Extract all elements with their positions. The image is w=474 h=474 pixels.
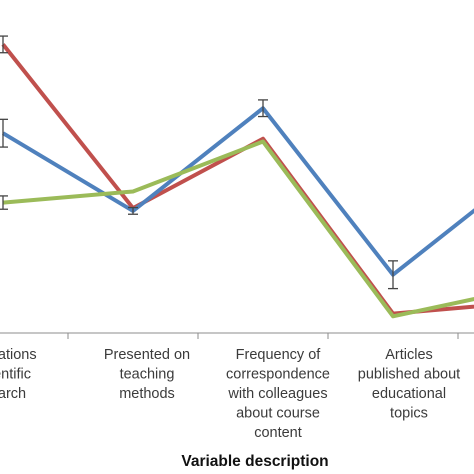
x-axis-title: Variable description — [181, 453, 328, 470]
x-tick-label: Frequency of correspondence with colleague… — [226, 347, 330, 441]
x-tick-label: Articles published about educational topics — [358, 347, 460, 422]
series-layer — [0, 35, 474, 319]
error-bar — [0, 35, 8, 54]
series-1 — [0, 99, 474, 290]
series-line — [1, 43, 474, 316]
series-2 — [0, 139, 474, 319]
x-axis-ticks — [67, 333, 459, 339]
x-tick-labels: icationsentificarch Presented onteachingm… — [0, 347, 460, 441]
error-bar — [0, 118, 8, 148]
error-bar — [388, 260, 398, 290]
error-bar — [0, 195, 8, 210]
series-0 — [0, 35, 474, 316]
x-tick-label: icationsentificarch — [0, 347, 37, 402]
series-line — [2, 139, 474, 319]
error-bar — [128, 206, 138, 215]
error-bar — [258, 99, 268, 118]
x-tick-label: Presented on teaching methods — [104, 347, 190, 402]
